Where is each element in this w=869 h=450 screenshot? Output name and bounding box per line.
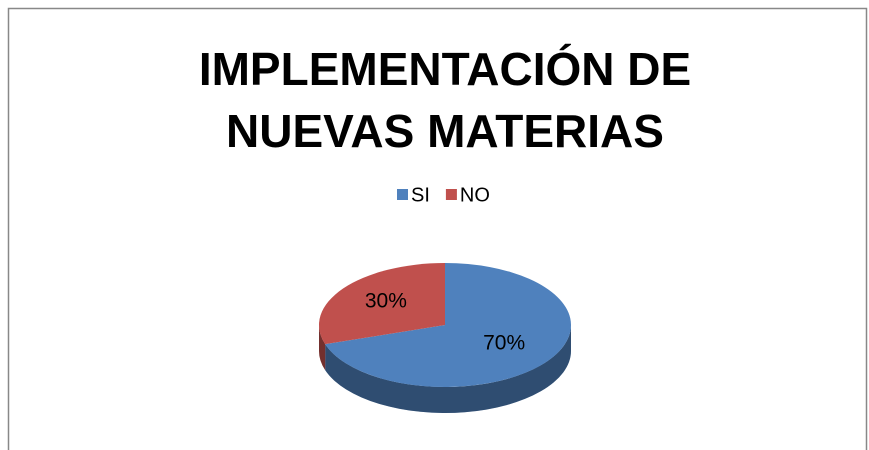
pie-slice xyxy=(325,263,572,387)
chart-title: IMPLEMENTACIÓN DE NUEVAS MATERIAS xyxy=(198,43,692,157)
pie-side-shade xyxy=(319,325,326,371)
pie-side xyxy=(325,325,571,414)
chart-frame xyxy=(7,7,868,450)
data-label: 30% xyxy=(365,289,407,312)
legend-label: SI xyxy=(411,184,430,206)
pie-side xyxy=(319,325,326,371)
pie-slice xyxy=(319,263,445,345)
legend-label: NO xyxy=(460,184,490,206)
pie-side-shade xyxy=(325,325,571,414)
data-label: 70% xyxy=(483,332,525,355)
legend-swatch xyxy=(445,189,457,200)
legend-swatch xyxy=(397,189,408,200)
